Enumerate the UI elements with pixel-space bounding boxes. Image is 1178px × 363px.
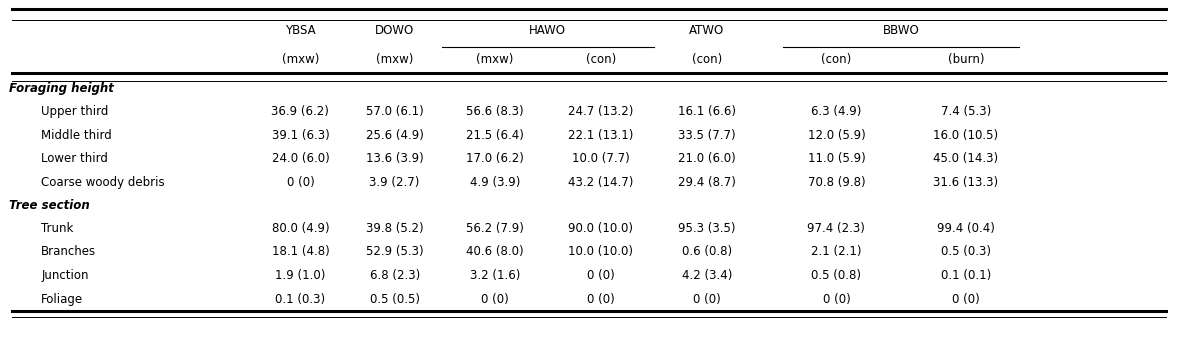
- Text: 16.1 (6.6): 16.1 (6.6): [677, 105, 736, 118]
- Text: 56.2 (7.9): 56.2 (7.9): [465, 222, 524, 235]
- Text: 56.6 (8.3): 56.6 (8.3): [466, 105, 523, 118]
- Text: (mxw): (mxw): [376, 53, 413, 66]
- Text: 21.5 (6.4): 21.5 (6.4): [465, 129, 524, 142]
- Text: Foliage: Foliage: [41, 293, 84, 306]
- Text: (con): (con): [691, 53, 722, 66]
- Text: 0.6 (0.8): 0.6 (0.8): [682, 245, 732, 258]
- Text: 3.9 (2.7): 3.9 (2.7): [370, 176, 419, 189]
- Text: (con): (con): [821, 53, 852, 66]
- Text: (burn): (burn): [948, 53, 984, 66]
- Text: 13.6 (3.9): 13.6 (3.9): [365, 152, 424, 165]
- Text: 10.0 (10.0): 10.0 (10.0): [568, 245, 634, 258]
- Text: 52.9 (5.3): 52.9 (5.3): [366, 245, 423, 258]
- Text: 21.0 (6.0): 21.0 (6.0): [677, 152, 736, 165]
- Text: 36.9 (6.2): 36.9 (6.2): [271, 105, 330, 118]
- Text: 0 (0): 0 (0): [481, 293, 509, 306]
- Text: Coarse woody debris: Coarse woody debris: [41, 176, 165, 189]
- Text: 0 (0): 0 (0): [822, 293, 851, 306]
- Text: HAWO: HAWO: [529, 24, 567, 37]
- Text: Middle third: Middle third: [41, 129, 112, 142]
- Text: Lower third: Lower third: [41, 152, 108, 165]
- Text: 31.6 (13.3): 31.6 (13.3): [933, 176, 999, 189]
- Text: 17.0 (6.2): 17.0 (6.2): [465, 152, 524, 165]
- Text: 97.4 (2.3): 97.4 (2.3): [807, 222, 866, 235]
- Text: 0 (0): 0 (0): [952, 293, 980, 306]
- Text: 95.3 (3.5): 95.3 (3.5): [679, 222, 735, 235]
- Text: 25.6 (4.9): 25.6 (4.9): [365, 129, 424, 142]
- Text: 24.7 (13.2): 24.7 (13.2): [568, 105, 634, 118]
- Text: 0.5 (0.3): 0.5 (0.3): [941, 245, 991, 258]
- Text: 0 (0): 0 (0): [587, 293, 615, 306]
- Text: 29.4 (8.7): 29.4 (8.7): [677, 176, 736, 189]
- Text: 0.1 (0.3): 0.1 (0.3): [276, 293, 325, 306]
- Text: 45.0 (14.3): 45.0 (14.3): [933, 152, 999, 165]
- Text: (con): (con): [585, 53, 616, 66]
- Text: Tree section: Tree section: [9, 199, 91, 212]
- Text: 99.4 (0.4): 99.4 (0.4): [937, 222, 995, 235]
- Text: 18.1 (4.8): 18.1 (4.8): [271, 245, 330, 258]
- Text: Branches: Branches: [41, 245, 97, 258]
- Text: 0 (0): 0 (0): [286, 176, 315, 189]
- Text: 6.8 (2.3): 6.8 (2.3): [370, 269, 419, 282]
- Text: 0 (0): 0 (0): [587, 269, 615, 282]
- Text: DOWO: DOWO: [375, 24, 415, 37]
- Text: 3.2 (1.6): 3.2 (1.6): [470, 269, 519, 282]
- Text: ATWO: ATWO: [689, 24, 724, 37]
- Text: 33.5 (7.7): 33.5 (7.7): [679, 129, 735, 142]
- Text: 0.1 (0.1): 0.1 (0.1): [941, 269, 991, 282]
- Text: 57.0 (6.1): 57.0 (6.1): [365, 105, 424, 118]
- Text: 1.9 (1.0): 1.9 (1.0): [276, 269, 325, 282]
- Text: 2.1 (2.1): 2.1 (2.1): [812, 245, 861, 258]
- Text: 90.0 (10.0): 90.0 (10.0): [568, 222, 634, 235]
- Text: 24.0 (6.0): 24.0 (6.0): [271, 152, 330, 165]
- Text: Trunk: Trunk: [41, 222, 73, 235]
- Text: 39.1 (6.3): 39.1 (6.3): [271, 129, 330, 142]
- Text: BBWO: BBWO: [882, 24, 920, 37]
- Text: (mxw): (mxw): [282, 53, 319, 66]
- Text: YBSA: YBSA: [285, 24, 316, 37]
- Text: Upper third: Upper third: [41, 105, 108, 118]
- Text: 0.5 (0.8): 0.5 (0.8): [812, 269, 861, 282]
- Text: 80.0 (4.9): 80.0 (4.9): [272, 222, 329, 235]
- Text: (mxw): (mxw): [476, 53, 514, 66]
- Text: 4.9 (3.9): 4.9 (3.9): [470, 176, 519, 189]
- Text: 7.4 (5.3): 7.4 (5.3): [941, 105, 991, 118]
- Text: 10.0 (7.7): 10.0 (7.7): [571, 152, 630, 165]
- Text: 16.0 (10.5): 16.0 (10.5): [933, 129, 999, 142]
- Text: 11.0 (5.9): 11.0 (5.9): [807, 152, 866, 165]
- Text: 0.5 (0.5): 0.5 (0.5): [370, 293, 419, 306]
- Text: Foraging height: Foraging height: [9, 82, 114, 95]
- Text: Junction: Junction: [41, 269, 88, 282]
- Text: 0 (0): 0 (0): [693, 293, 721, 306]
- Text: 40.6 (8.0): 40.6 (8.0): [466, 245, 523, 258]
- Text: 39.8 (5.2): 39.8 (5.2): [366, 222, 423, 235]
- Text: 43.2 (14.7): 43.2 (14.7): [568, 176, 634, 189]
- Text: 4.2 (3.4): 4.2 (3.4): [682, 269, 732, 282]
- Text: 70.8 (9.8): 70.8 (9.8): [808, 176, 865, 189]
- Text: 6.3 (4.9): 6.3 (4.9): [812, 105, 861, 118]
- Text: 22.1 (13.1): 22.1 (13.1): [568, 129, 634, 142]
- Text: 12.0 (5.9): 12.0 (5.9): [807, 129, 866, 142]
